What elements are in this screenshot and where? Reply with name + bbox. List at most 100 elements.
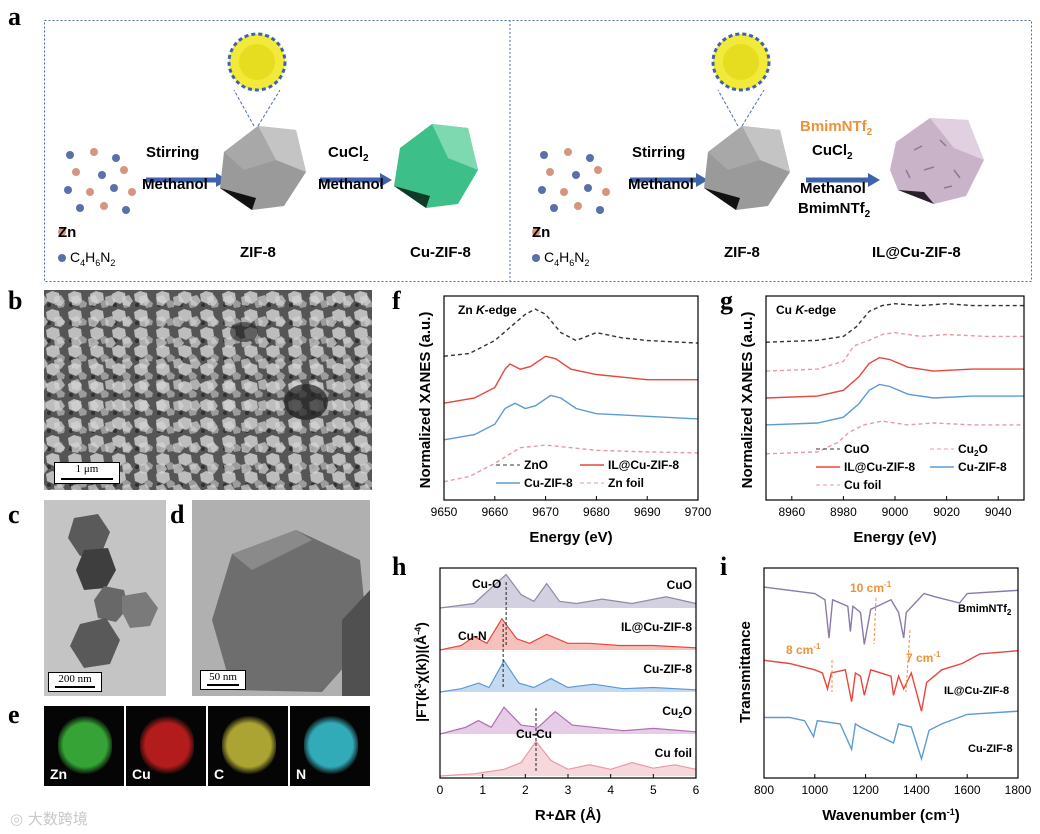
zn-legend-icon: [532, 228, 540, 236]
eds-particle: [58, 716, 112, 774]
cage-structure-icon-left: [227, 32, 287, 92]
watermark: ◎ 大数跨境: [10, 810, 88, 828]
xanes-zn-chart: 9650 9660 9670 9680 9690 9700 Zn K-edge Energ…: [417, 295, 712, 546]
legend-zno: ZnO: [524, 458, 548, 472]
eds-map-label: C: [214, 766, 225, 782]
panel-label-h: h: [392, 552, 407, 581]
x-tick-label: 1200: [852, 783, 879, 797]
il-cu-zif8-label: IL@Cu-ZIF-8: [872, 244, 961, 261]
series-line-cu-foil: [439, 740, 697, 777]
arrow1-top-label-right: Stirring: [632, 144, 686, 161]
series-line-cu-zif-8: [443, 394, 699, 441]
annotation-7-cm: 7 cm-1: [906, 650, 941, 665]
series-line-zno: [443, 308, 699, 357]
ft-exafs-ylabel: |FT(k3χ(k))|(Å-4): [413, 622, 429, 722]
xanes-cu-ylabel: Normalized XANES (a.u.): [739, 312, 756, 489]
x-tick-label: 800: [754, 783, 774, 797]
x-tick-label: 5: [650, 783, 657, 797]
series-line-cu2o: [439, 706, 697, 735]
precursor-balls-right: [538, 148, 610, 214]
panel-label-f: f: [392, 286, 401, 315]
panel-label-d: d: [170, 500, 185, 529]
series-area-cuo: [440, 574, 696, 608]
schematic-border: [44, 20, 1032, 282]
series-label-il-cu-zif-8: IL@Cu-ZIF-8: [621, 620, 692, 634]
arrow2-bottom2-label-right: BmimNTf2: [798, 200, 871, 220]
zif8-crystal-left: [220, 126, 306, 210]
ft-exafs-xlabel: R+ΔR (Å): [535, 807, 601, 824]
linker-legend-icon: [58, 254, 66, 262]
legend-il-cu-zif8: IL@Cu-ZIF-8: [608, 458, 679, 472]
series-line-cu-zif-8: [439, 659, 697, 693]
xanes-zn-title: Zn K-edge: [458, 303, 517, 317]
xanes-cu-title: Cu K-edge: [776, 303, 836, 317]
annotation-8-cm: 8 cm-1: [786, 642, 821, 657]
x-tick-label: 0: [437, 783, 444, 797]
label-il-cu-zif8: IL@Cu-ZIF-8: [944, 685, 1009, 697]
series-line-il-cu-zif-8: [439, 617, 697, 651]
ft-exafs-chart: 0 1 2 3 4 5 6 CuO IL@Cu-ZIF-8 Cu-ZIF-8 Cu2O Cu foi…: [413, 567, 700, 824]
annotation-cu-o: Cu-O: [472, 577, 501, 591]
series-line-bmimntf2: [763, 586, 1019, 645]
x-tick-label: 9660: [481, 505, 508, 519]
scale-bar-d: 50 nm: [200, 670, 246, 690]
linker-legend-icon: [532, 254, 540, 262]
xanes-cu-legend: CuO Cu2O IL@Cu-ZIF-8 Cu-ZIF-8 Cu foil: [816, 442, 1007, 492]
arrow2-top-label-left: CuCl2: [328, 144, 369, 164]
legend-cu-zif8: Cu-ZIF-8: [524, 476, 573, 490]
series-line-cuo: [439, 573, 697, 609]
arrow2-top-label-right: CuCl2: [812, 142, 853, 162]
tem-image-low-mag: 200 nm: [44, 500, 166, 696]
x-tick-label: 1: [479, 783, 486, 797]
arrow2-bottom1-label-right: Methanol: [800, 180, 866, 197]
series-label-cu2o: Cu2O: [662, 704, 692, 720]
panel-label-i: i: [720, 552, 728, 581]
xanes-zn-legend: ZnO IL@Cu-ZIF-8 Cu-ZIF-8 Zn foil: [496, 458, 679, 490]
series-label-cuo: CuO: [667, 578, 692, 592]
ftir-chart: 800 1000 1200 1400 1600 1800 Wavenumber (cm-1…: [737, 567, 1032, 824]
cu-zif8-crystal: [394, 124, 478, 208]
series-label-cu-zif-8: Cu-ZIF-8: [643, 662, 692, 676]
legend-cu2o: Cu2O: [958, 442, 988, 458]
x-tick-label: 4: [607, 783, 614, 797]
sem-image: 1 μm: [44, 290, 372, 490]
eds-map-label: Cu: [132, 766, 151, 782]
arrow2-bottom-label-left: Methanol: [318, 176, 384, 193]
xanes-cu-chart: 8960 8980 9000 9020 9040 Cu K-edge Energy (e…: [739, 295, 1025, 546]
sem-texture: [44, 290, 372, 490]
eds-map-label: Zn: [50, 766, 68, 782]
x-tick-label: 9040: [985, 505, 1012, 519]
legend-cuo: CuO: [844, 442, 869, 456]
arrow1-bottom-label-left: Methanol: [142, 176, 208, 193]
tem-image-high-mag: 50 nm: [192, 500, 370, 696]
series-area-cu2o: [440, 707, 696, 734]
ftir-ylabel: Transmittance: [737, 621, 754, 723]
eds-map-cu: Cu: [126, 706, 206, 786]
x-tick-label: 9690: [634, 505, 661, 519]
series-area-cu-zif-8: [440, 660, 696, 692]
series-area-il-cu-zif-8: [440, 618, 696, 650]
zn-legend-icon: [58, 228, 66, 236]
x-tick-label: 9700: [685, 505, 712, 519]
watermark-icon: ◎: [10, 810, 28, 828]
eds-map-label: N: [296, 766, 307, 782]
eds-maps: Zn Cu C N: [44, 706, 372, 786]
ftir-frame: [763, 567, 1019, 779]
shift-marker-10: [873, 597, 877, 645]
annotation-cu-cu: Cu-Cu: [516, 727, 552, 741]
ftir-xlabel: Wavenumber (cm-1): [822, 807, 960, 824]
arrow1-bottom-label-right: Methanol: [628, 176, 694, 193]
series-line-cuo: [765, 302, 1024, 343]
scale-bar-b: 1 μm: [54, 462, 120, 484]
panel-label-a: a: [8, 2, 21, 31]
xanes-cu-xlabel: Energy (eV): [853, 529, 936, 546]
x-tick-label: 1000: [801, 783, 828, 797]
legend-cu-foil: Cu foil: [844, 478, 881, 492]
schematic-panel: [44, 20, 1032, 282]
tem-particle-closeup: [192, 500, 370, 696]
annotation-cu-n: Cu-N: [458, 629, 487, 643]
legend-linker-label-right: C4H6N2: [544, 249, 590, 268]
x-tick-label: 2: [522, 783, 529, 797]
eds-particle: [304, 716, 358, 774]
x-tick-label: 3: [565, 783, 572, 797]
